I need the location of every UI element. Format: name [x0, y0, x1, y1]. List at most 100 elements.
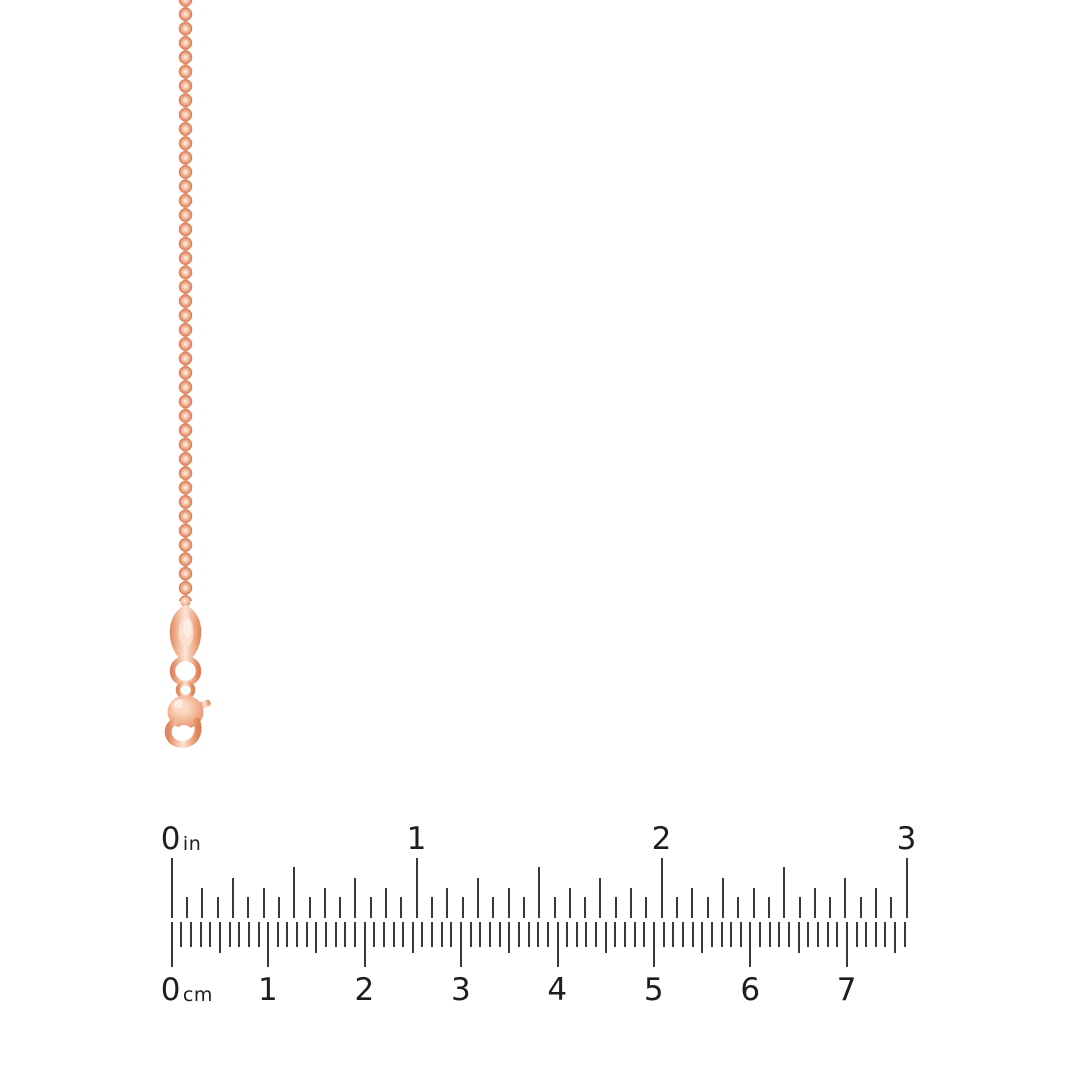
inch-tick — [522, 897, 525, 918]
inch-tick — [890, 897, 893, 918]
inch-tick — [767, 897, 770, 918]
inch-tick — [201, 888, 204, 918]
cm-tick — [209, 922, 212, 947]
inch-label-2-number: 2 — [651, 821, 672, 857]
cm-label-0: 0 cm — [161, 968, 213, 1006]
inch-tick — [829, 897, 832, 918]
lobster-clasp-image — [164, 597, 211, 748]
inch-tick — [783, 867, 786, 918]
cm-tick — [460, 922, 463, 967]
cm-tick — [267, 922, 270, 967]
cm-tick — [816, 922, 819, 947]
cm-label-7-number: 7 — [836, 972, 858, 1008]
inch-tick — [645, 897, 648, 918]
cm-tick — [479, 922, 482, 947]
cm-tick — [527, 922, 530, 947]
cm-tick — [344, 922, 347, 947]
cm-tick — [537, 922, 540, 947]
inch-tick — [859, 897, 862, 918]
cm-tick — [489, 922, 491, 947]
cm-tick — [874, 922, 877, 947]
bead-chain-image — [178, 0, 193, 601]
cm-tick — [257, 922, 260, 947]
cm-tick — [517, 922, 520, 947]
cm-tick — [566, 922, 569, 947]
cm-label-6: 6 — [740, 968, 760, 1006]
cm-tick — [189, 922, 192, 947]
cm-tick — [238, 922, 241, 947]
cm-tick — [334, 922, 337, 947]
cm-tick — [662, 922, 665, 947]
cm-label-4: 4 — [547, 968, 567, 1006]
inch-label-1-number: 1 — [406, 821, 427, 857]
cm-tick — [296, 922, 299, 947]
inch-tick — [584, 897, 587, 918]
cm-tick — [585, 922, 588, 947]
cm-tick — [691, 922, 694, 947]
inch-tick — [216, 897, 219, 918]
cm-tick — [652, 922, 655, 967]
cm-tick — [382, 922, 385, 947]
cm-tick — [768, 922, 771, 947]
connector-bead — [180, 597, 191, 607]
cm-tick — [720, 922, 723, 947]
cm-tick — [826, 922, 829, 947]
cm-tick — [903, 922, 906, 947]
cm-tick — [845, 922, 848, 967]
cm-tick — [199, 922, 202, 947]
inch-tick — [630, 888, 633, 918]
cm-tick — [672, 922, 675, 947]
cm-tick — [836, 922, 839, 947]
inch-tick — [844, 878, 847, 918]
cm-tick — [469, 922, 472, 947]
cm-tick — [865, 922, 868, 947]
cm-tick — [170, 922, 173, 967]
inch-label-2: 2 — [652, 817, 672, 855]
inch-tick — [262, 888, 265, 918]
inch-tick — [721, 878, 724, 918]
inch-tick — [431, 897, 433, 918]
inch-tick — [905, 858, 908, 918]
cm-label-1-number: 1 — [258, 972, 279, 1008]
cm-tick — [807, 922, 810, 947]
cm-tick — [614, 922, 617, 947]
inch-tick — [415, 858, 418, 918]
inch-tick — [568, 888, 571, 918]
inch-label-3-number: 3 — [896, 821, 917, 857]
cm-tick — [546, 922, 549, 947]
cm-tick — [218, 922, 221, 953]
inch-label-0-unit: in — [182, 833, 202, 855]
cm-tick — [353, 922, 356, 947]
cm-tick — [431, 922, 434, 947]
cm-label-2: 2 — [354, 968, 374, 1006]
cm-tick — [392, 922, 395, 947]
cm-label-5-number: 5 — [643, 972, 665, 1008]
inch-tick — [676, 897, 678, 918]
inch-tick — [339, 897, 342, 918]
cm-tick — [556, 922, 559, 967]
inch-tick — [706, 897, 709, 918]
end-cap-shine — [183, 618, 192, 638]
inch-tick — [323, 888, 326, 918]
inch-tick — [277, 897, 280, 918]
inch-tick — [614, 897, 617, 918]
cm-label-1: 1 — [258, 968, 278, 1006]
cm-tick — [778, 922, 781, 947]
cm-tick — [325, 922, 328, 947]
cm-tick — [508, 922, 511, 953]
cm-tick — [315, 922, 318, 953]
cm-tick — [730, 922, 733, 947]
clasp-shine — [174, 700, 183, 708]
inch-label-0: 0 in — [161, 817, 202, 855]
inch-label-3: 3 — [897, 817, 917, 855]
cm-tick — [402, 922, 405, 947]
cm-label-7: 7 — [837, 968, 857, 1006]
cm-tick — [373, 922, 376, 947]
cm-tick — [643, 922, 646, 947]
cm-tick — [624, 922, 627, 947]
inch-label-1: 1 — [407, 817, 427, 855]
inch-tick — [400, 897, 403, 918]
inch-tick — [308, 897, 311, 918]
cm-tick — [421, 922, 424, 947]
